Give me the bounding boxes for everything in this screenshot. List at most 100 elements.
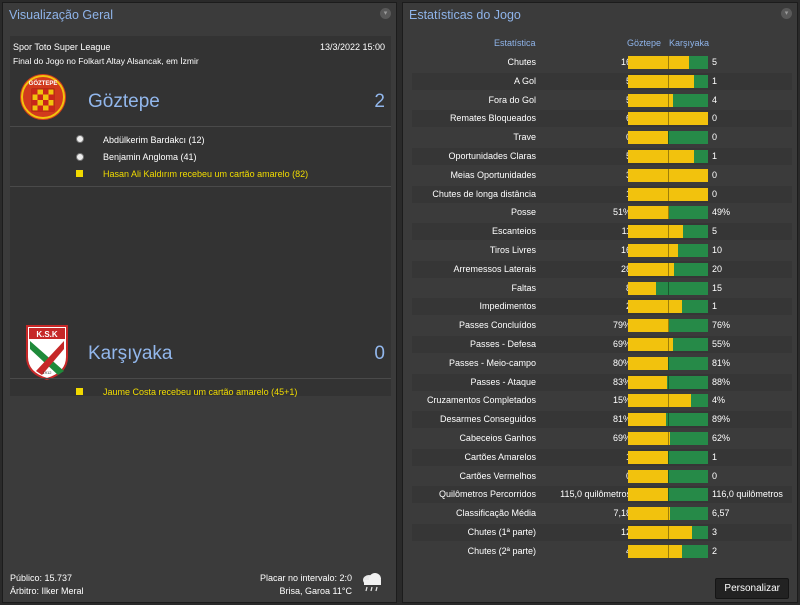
- stat-away-value: 0: [712, 132, 718, 143]
- stats-panel: Estatísticas do Jogo ▾ Estatística Gözte…: [402, 2, 798, 603]
- home-event-2[interactable]: Benjamin Angloma (41): [103, 152, 197, 162]
- stat-bar-midline: [668, 300, 669, 314]
- stat-comparison-bar: [628, 338, 708, 351]
- stat-comparison-bar: [628, 244, 708, 257]
- stat-home-value: 16: [620, 57, 631, 67]
- stat-home-bar-fill: [628, 74, 695, 88]
- stat-row: Chutes de longa distância10: [412, 185, 792, 203]
- stat-home-bar-fill: [628, 394, 692, 408]
- stat-comparison-bar: [628, 56, 708, 69]
- stat-bar-midline: [668, 450, 669, 464]
- stat-row: Arremessos Laterais 28 20: [412, 260, 792, 278]
- stat-away-value: 0: [712, 113, 718, 124]
- stat-comparison-bar: [628, 206, 708, 220]
- stat-bar-midline: [668, 131, 669, 145]
- stat-label: Chutes (2ª parte): [467, 545, 536, 556]
- stat-bar-midline: [668, 432, 669, 445]
- stat-away-value: 5: [712, 226, 718, 237]
- stat-comparison-bar: [628, 112, 708, 126]
- stats-panel-title: Estatísticas do Jogo: [409, 8, 521, 22]
- goztepe-crest-icon: GÖZTEPE: [20, 74, 66, 120]
- stat-away-value: 4%: [712, 395, 726, 406]
- stat-label: A Gol: [513, 75, 536, 86]
- stats-header-home: Göztepe: [627, 38, 662, 48]
- stat-label: Posse: [510, 207, 536, 218]
- away-team-name[interactable]: Karşıyaka: [88, 343, 173, 364]
- stat-label: Fora do Gol: [488, 94, 536, 105]
- stat-row: Passes - Defesa 69% 55%: [412, 336, 792, 353]
- stat-bar-midline: [668, 488, 669, 502]
- stat-home-bar-fill: [628, 450, 668, 464]
- stat-row: Chutes (1ª parte) 12 3: [412, 524, 792, 541]
- customize-button[interactable]: Personalizar: [715, 578, 789, 599]
- stat-row: Remates Bloqueados60: [412, 110, 792, 128]
- collapse-overview-icon[interactable]: ▾: [380, 8, 391, 19]
- stat-row: Impedimentos21: [412, 298, 792, 316]
- home-event-3[interactable]: Hasan Ali Kaldırım recebeu um cartão ama…: [103, 169, 309, 179]
- stat-comparison-bar: [628, 93, 708, 107]
- stat-comparison-bar: [628, 300, 708, 314]
- home-event-1[interactable]: Abdülkerim Bardakcı (12): [103, 135, 205, 145]
- stat-label: Cartões Amarelos: [464, 451, 536, 462]
- collapse-stats-icon[interactable]: ▾: [781, 8, 792, 19]
- stat-bar-midline: [668, 338, 669, 351]
- stat-comparison-bar: [628, 187, 708, 201]
- stat-label: Passes - Meio-campo: [448, 357, 536, 368]
- stat-away-value: 116,0 quilômetros: [712, 489, 783, 500]
- stat-away-value: 3: [712, 527, 718, 537]
- stat-comparison-bar: [628, 262, 708, 276]
- stat-bar-midline: [668, 56, 669, 69]
- stat-home-bar-fill: [628, 300, 682, 314]
- stat-label: Quilômetros Percorridos: [438, 489, 536, 500]
- match-summary: Spor Toto Super League 13/3/2022 15:00 F…: [10, 36, 391, 397]
- stat-away-value: 1: [712, 151, 718, 161]
- stats-header-away: Karşıyaka: [669, 38, 710, 48]
- stat-bar-midline: [668, 74, 669, 88]
- stat-home-value: 51%: [612, 207, 631, 218]
- attendance: Público: 15.737: [10, 573, 73, 583]
- svg-text:K.S.K: K.S.K: [36, 330, 58, 339]
- stat-away-value: 1: [712, 451, 718, 462]
- stat-label: Trave: [513, 132, 536, 143]
- stat-home-bar-fill: [628, 526, 692, 539]
- stat-comparison-bar: [628, 356, 708, 370]
- stat-home-value: 69%: [612, 433, 631, 443]
- stat-bar-midline: [668, 356, 669, 370]
- referee[interactable]: Árbitro: Ilker Meral: [10, 586, 84, 596]
- stat-away-value: 5: [712, 57, 718, 67]
- stat-comparison-bar: [628, 168, 708, 182]
- svg-text:GÖZTEPE: GÖZTEPE: [29, 80, 58, 87]
- stat-row: Passes - Ataque 83% 88%: [412, 373, 792, 391]
- stat-label: Arremessos Laterais: [453, 263, 536, 274]
- stat-bar-midline: [668, 544, 669, 558]
- stat-home-bar-fill: [628, 150, 695, 163]
- stat-label: Desarmes Conseguidos: [439, 414, 536, 425]
- stat-away-value: 0: [712, 470, 718, 481]
- divider: [10, 378, 391, 379]
- competition-name: Spor Toto Super League: [13, 42, 111, 52]
- away-event-1[interactable]: Jaume Costa recebeu um cartão amarelo (4…: [103, 387, 298, 397]
- stat-comparison-bar: [628, 375, 708, 389]
- stat-home-bar-fill: [628, 469, 668, 483]
- stat-away-value: 49%: [712, 207, 731, 218]
- stat-row: Escanteios 11 5: [412, 223, 792, 241]
- away-team-score: 0: [374, 343, 385, 364]
- stat-row: Passes - Meio-campo 80% 81%: [412, 355, 792, 372]
- divider: [10, 186, 391, 187]
- stat-row: Oportunidades Claras51: [412, 148, 792, 165]
- overview-panel: Visualização Geral ▾ Spor Toto Super Lea…: [2, 2, 397, 603]
- goal-ball-icon: [76, 153, 84, 161]
- stat-comparison-bar: [628, 319, 708, 333]
- stat-home-value: 15%: [612, 395, 631, 406]
- stat-comparison-bar: [628, 432, 708, 445]
- home-team-name[interactable]: Göztepe: [88, 91, 160, 112]
- stat-row: Tiros Livres 16 10: [412, 242, 792, 259]
- stat-away-value: 89%: [712, 414, 731, 425]
- match-datetime: 13/3/2022 15:00: [319, 42, 385, 52]
- stat-away-value: 62%: [712, 433, 731, 443]
- stat-home-value: 115,0 quilômetros: [560, 489, 631, 500]
- stat-bar-midline: [668, 413, 669, 427]
- stat-comparison-bar: [628, 544, 708, 558]
- stat-bar-midline: [668, 112, 669, 126]
- match-venue: Final do Jogo no Folkart Altay Alsancak,…: [13, 56, 199, 66]
